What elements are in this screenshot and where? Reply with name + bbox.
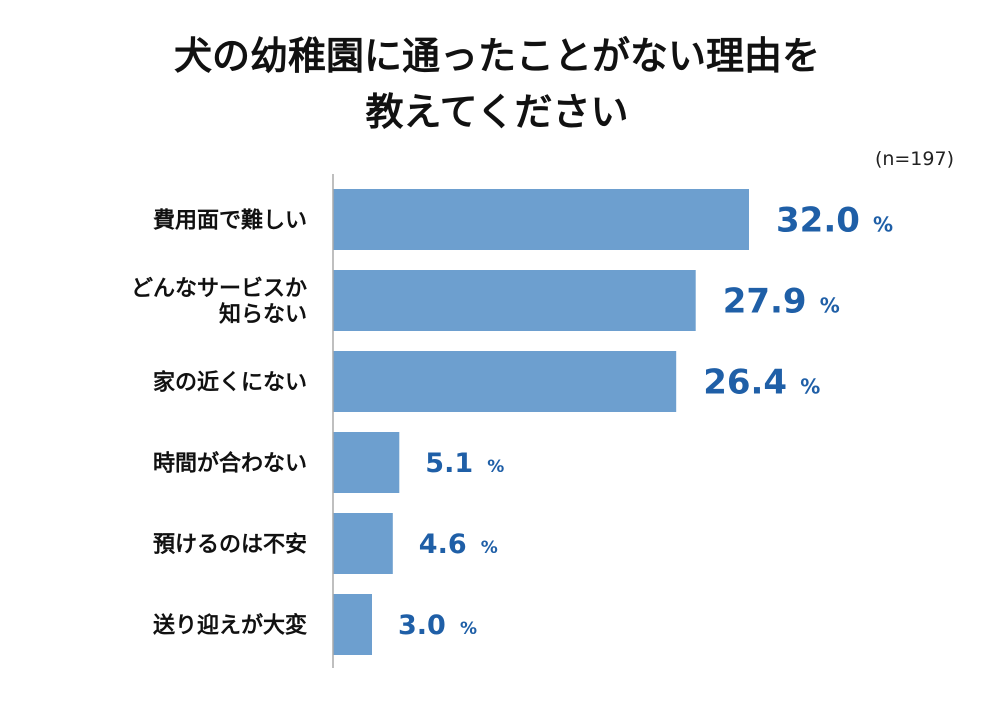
value-label: 27.9 bbox=[723, 282, 807, 322]
sample-size-note: (n=197) bbox=[874, 148, 954, 170]
chart-title-line-1: 犬の幼稚園に通ったことがない理由を bbox=[173, 34, 820, 78]
category-label: 送り迎えが大変 bbox=[153, 613, 307, 639]
value-unit: % bbox=[820, 294, 840, 318]
category-label: 時間が合わない bbox=[153, 451, 307, 477]
bar bbox=[333, 270, 696, 331]
chart-title-line-2: 教えてください bbox=[365, 90, 629, 134]
value-unit: % bbox=[487, 457, 504, 477]
value-unit: % bbox=[481, 538, 498, 558]
value-label: 26.4 bbox=[703, 363, 787, 403]
value-label: 4.6 bbox=[419, 529, 467, 560]
bar bbox=[333, 351, 677, 412]
chart-title: 犬の幼稚園に通ったことがない理由を 教えてください bbox=[0, 28, 994, 140]
value-label: 5.1 bbox=[425, 448, 473, 479]
bar bbox=[333, 594, 372, 655]
value-label: 32.0 bbox=[776, 201, 860, 241]
category-label: 家の近くにない bbox=[153, 370, 307, 396]
category-label: 預けるのは不安 bbox=[153, 532, 307, 558]
category-label: 知らない bbox=[219, 302, 307, 328]
value-unit: % bbox=[800, 375, 820, 399]
category-label: どんなサービスか bbox=[131, 277, 307, 302]
bar bbox=[333, 432, 400, 493]
value-unit: % bbox=[873, 213, 893, 237]
bar bbox=[333, 189, 749, 250]
value-unit: % bbox=[460, 619, 477, 639]
bar bbox=[333, 513, 393, 574]
category-label: 費用面で難しい bbox=[153, 208, 307, 234]
value-label: 3.0 bbox=[398, 610, 446, 641]
